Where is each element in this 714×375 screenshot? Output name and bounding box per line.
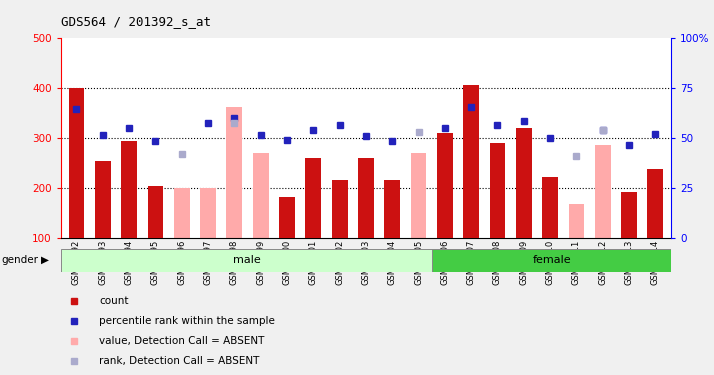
Bar bbox=[279, 197, 295, 238]
Text: rank, Detection Call = ABSENT: rank, Detection Call = ABSENT bbox=[99, 356, 260, 366]
Bar bbox=[595, 146, 610, 238]
Text: gender: gender bbox=[1, 255, 39, 265]
Text: female: female bbox=[533, 255, 571, 265]
Text: value, Detection Call = ABSENT: value, Detection Call = ABSENT bbox=[99, 336, 265, 346]
Bar bbox=[648, 169, 663, 238]
Bar bbox=[490, 143, 506, 238]
Bar bbox=[621, 192, 637, 238]
Bar bbox=[411, 153, 426, 238]
Bar bbox=[432, 249, 671, 272]
Bar bbox=[95, 161, 111, 238]
Bar bbox=[332, 180, 348, 238]
Bar bbox=[174, 188, 190, 238]
Bar bbox=[542, 177, 558, 238]
Text: count: count bbox=[99, 296, 129, 306]
Bar bbox=[516, 128, 532, 238]
Bar bbox=[61, 249, 432, 272]
Text: male: male bbox=[233, 255, 261, 265]
Bar bbox=[69, 88, 84, 238]
Text: ▶: ▶ bbox=[41, 255, 49, 265]
Text: percentile rank within the sample: percentile rank within the sample bbox=[99, 316, 275, 326]
Bar bbox=[306, 158, 321, 238]
Text: GDS564 / 201392_s_at: GDS564 / 201392_s_at bbox=[61, 15, 211, 28]
Bar bbox=[358, 158, 374, 238]
Bar bbox=[148, 186, 164, 238]
Bar bbox=[200, 188, 216, 238]
Bar bbox=[226, 107, 242, 238]
Bar bbox=[568, 204, 584, 238]
Bar bbox=[463, 85, 479, 238]
Bar bbox=[437, 133, 453, 238]
Bar bbox=[384, 180, 400, 238]
Bar bbox=[121, 141, 137, 238]
Bar bbox=[253, 153, 268, 238]
